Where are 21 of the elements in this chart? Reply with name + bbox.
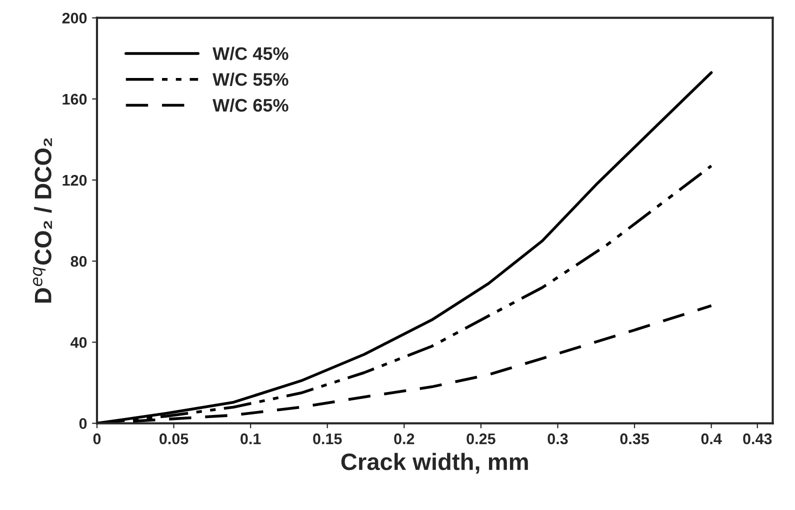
x-tick-label: 0 xyxy=(93,433,101,444)
x-tick-label: 0.25 xyxy=(466,433,496,444)
x-tick-label: 0.43 xyxy=(743,433,772,444)
y-tick-label: 200 xyxy=(62,12,87,24)
x-tick-label: 0.35 xyxy=(620,433,649,444)
legend-label: W/C 65% xyxy=(212,98,288,112)
x-axis-title: Crack width, mm xyxy=(341,452,528,474)
legend-label: W/C 45% xyxy=(212,46,288,60)
x-tick-label: 0.15 xyxy=(313,433,342,444)
y-tick-label: 40 xyxy=(70,337,87,348)
y-tick-label: 0 xyxy=(79,418,87,429)
legend-label: W/C 55% xyxy=(212,72,288,86)
x-tick-label: 0.1 xyxy=(240,433,261,444)
y-tick-label: 120 xyxy=(62,174,87,186)
x-tick-label: 0.2 xyxy=(394,433,414,444)
y-axis-title: D$^{eq}$CO₂ / DCO₂ xyxy=(32,138,52,303)
x-tick-label: 0.3 xyxy=(548,433,568,444)
x-tick-label: 0.05 xyxy=(160,433,188,444)
x-tick-label: 0.4 xyxy=(701,433,722,444)
y-tick-label: 160 xyxy=(62,94,87,105)
y-tick-label: 80 xyxy=(70,256,87,267)
